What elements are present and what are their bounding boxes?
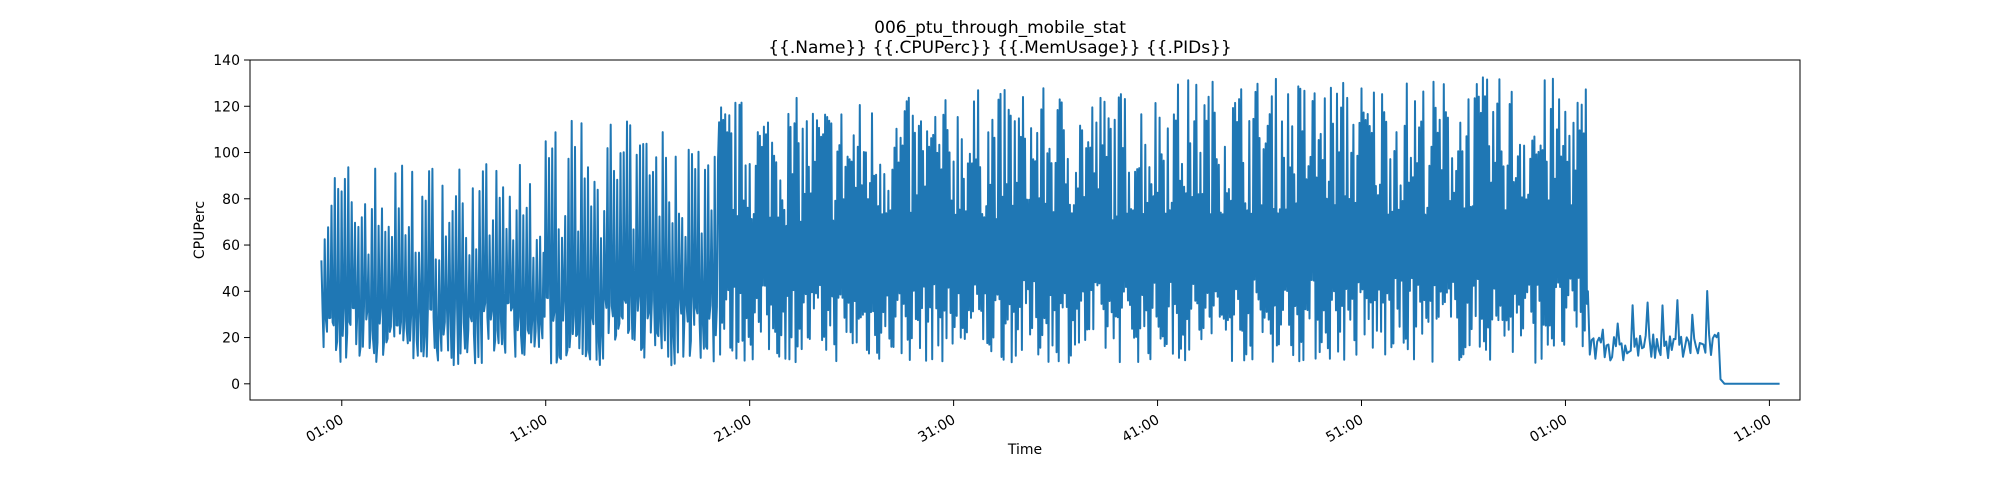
x-tick-label: 01:00	[304, 412, 347, 446]
y-axis: 0 20 40 60 80 100 120 140	[213, 53, 250, 393]
chart-title: 006_ptu_through_mobile_stat	[874, 18, 1126, 38]
chart-subtitle: {{.Name}} {{.CPUPerc}} {{.MemUsage}} {{.…	[768, 38, 1232, 58]
y-axis-label: CPUPerc	[192, 201, 208, 259]
y-tick-label: 100	[213, 146, 240, 162]
x-tick-label: 01:00	[1527, 412, 1570, 446]
y-tick-label: 20	[222, 331, 240, 347]
y-tick-label: 140	[213, 53, 240, 69]
series-line	[320, 76, 1780, 385]
y-tick-label: 120	[213, 99, 240, 115]
x-tick-label: 21:00	[712, 412, 755, 446]
x-tick-label: 11:00	[1731, 412, 1774, 446]
y-tick-label: 80	[222, 192, 240, 208]
x-tick-label: 31:00	[915, 412, 958, 446]
y-tick-label: 0	[231, 377, 240, 393]
x-axis-label: Time	[1007, 442, 1042, 458]
x-axis: 01:00 11:00 21:00 31:00 41:00 51:00 01:00 11:00	[304, 400, 1774, 446]
x-tick-label: 51:00	[1323, 412, 1366, 446]
plot-area	[249, 59, 1801, 401]
y-tick-label: 40	[222, 284, 240, 300]
y-tick-label: 60	[222, 238, 240, 254]
x-tick-label: 11:00	[508, 412, 551, 446]
x-tick-label: 41:00	[1119, 412, 1162, 446]
